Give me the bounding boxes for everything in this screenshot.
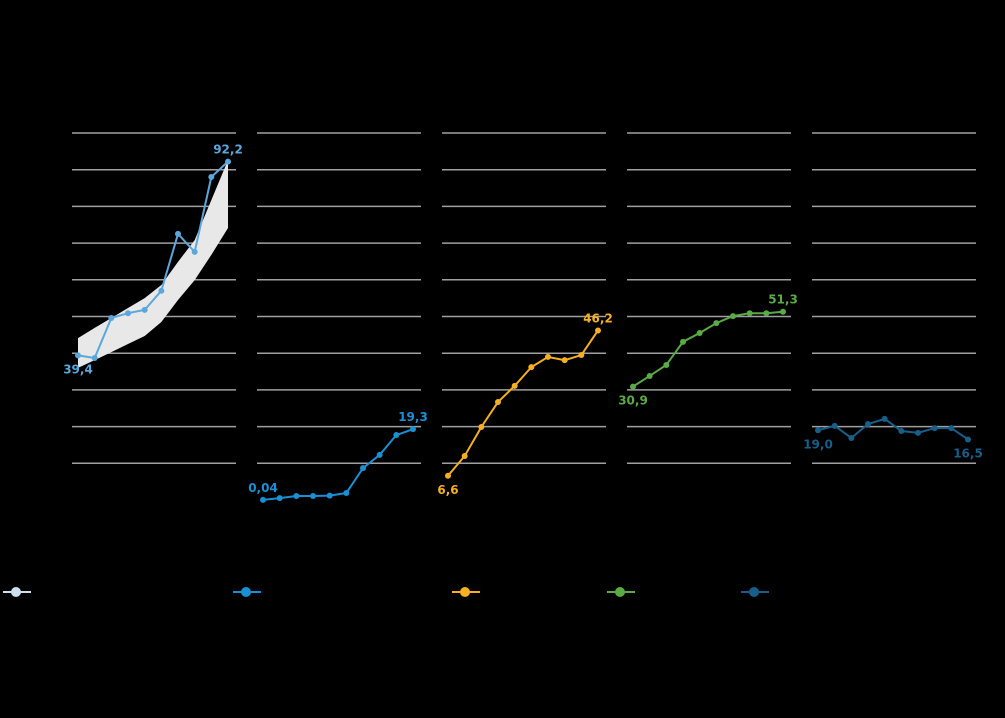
data-point (680, 338, 686, 345)
data-point (393, 432, 400, 439)
data-point (746, 310, 753, 317)
data-label: 0,04 (248, 481, 278, 495)
data-point (75, 352, 81, 359)
data-point (696, 330, 703, 337)
series-line (447, 329, 599, 477)
data-label: 19,0 (803, 437, 833, 451)
data-point (948, 425, 955, 432)
data-point (528, 364, 535, 371)
data-point (208, 174, 215, 181)
data-label: 39,4 (63, 362, 93, 376)
data-point (511, 382, 518, 389)
data-point (141, 306, 148, 313)
legend-marker (460, 587, 470, 597)
series-line (817, 417, 969, 441)
data-point (326, 492, 333, 499)
data-point (461, 452, 468, 459)
data-point (815, 427, 821, 434)
data-label: 6,6 (437, 483, 458, 497)
data-point (561, 357, 568, 364)
data-point (915, 429, 921, 436)
data-label: 46,2 (583, 311, 613, 325)
data-point (898, 428, 905, 435)
data-point (881, 415, 888, 422)
data-point (931, 425, 938, 432)
data-label: 51,3 (768, 293, 798, 307)
data-point (495, 399, 501, 406)
data-point (965, 436, 971, 443)
data-point (780, 308, 786, 315)
data-point (175, 230, 181, 237)
series-line (262, 428, 414, 501)
data-point (376, 451, 383, 458)
data-point (276, 495, 283, 502)
data-point (360, 465, 366, 472)
data-point (125, 310, 131, 317)
data-label: 30,9 (618, 394, 648, 408)
data-label: 19,3 (398, 410, 428, 424)
legend-marker (749, 587, 759, 597)
data-point (713, 320, 720, 327)
data-point (763, 310, 770, 317)
data-point (343, 490, 350, 497)
data-point (578, 352, 585, 359)
series-line (77, 160, 229, 360)
legend-marker (615, 587, 625, 597)
data-label: 16,5 (953, 446, 983, 460)
range-band (78, 160, 228, 368)
data-point (545, 353, 551, 360)
data-point (410, 426, 416, 433)
data-point (730, 313, 736, 320)
data-point (158, 287, 165, 294)
data-point (108, 314, 115, 321)
data-point (445, 472, 451, 479)
data-point (646, 372, 653, 379)
data-point (478, 423, 485, 430)
legend-marker (241, 587, 251, 597)
data-point (663, 361, 670, 368)
data-point (595, 327, 601, 334)
data-point (293, 492, 300, 499)
data-point (191, 248, 198, 255)
series-line (632, 310, 784, 388)
data-point (831, 422, 838, 429)
data-point (848, 434, 855, 441)
data-point (225, 158, 231, 165)
legend-marker (11, 587, 21, 597)
data-point (91, 354, 98, 361)
data-point (865, 421, 871, 428)
data-point (310, 492, 316, 499)
data-point (630, 383, 636, 390)
data-label: 92,2 (213, 143, 243, 157)
data-point (260, 496, 266, 503)
